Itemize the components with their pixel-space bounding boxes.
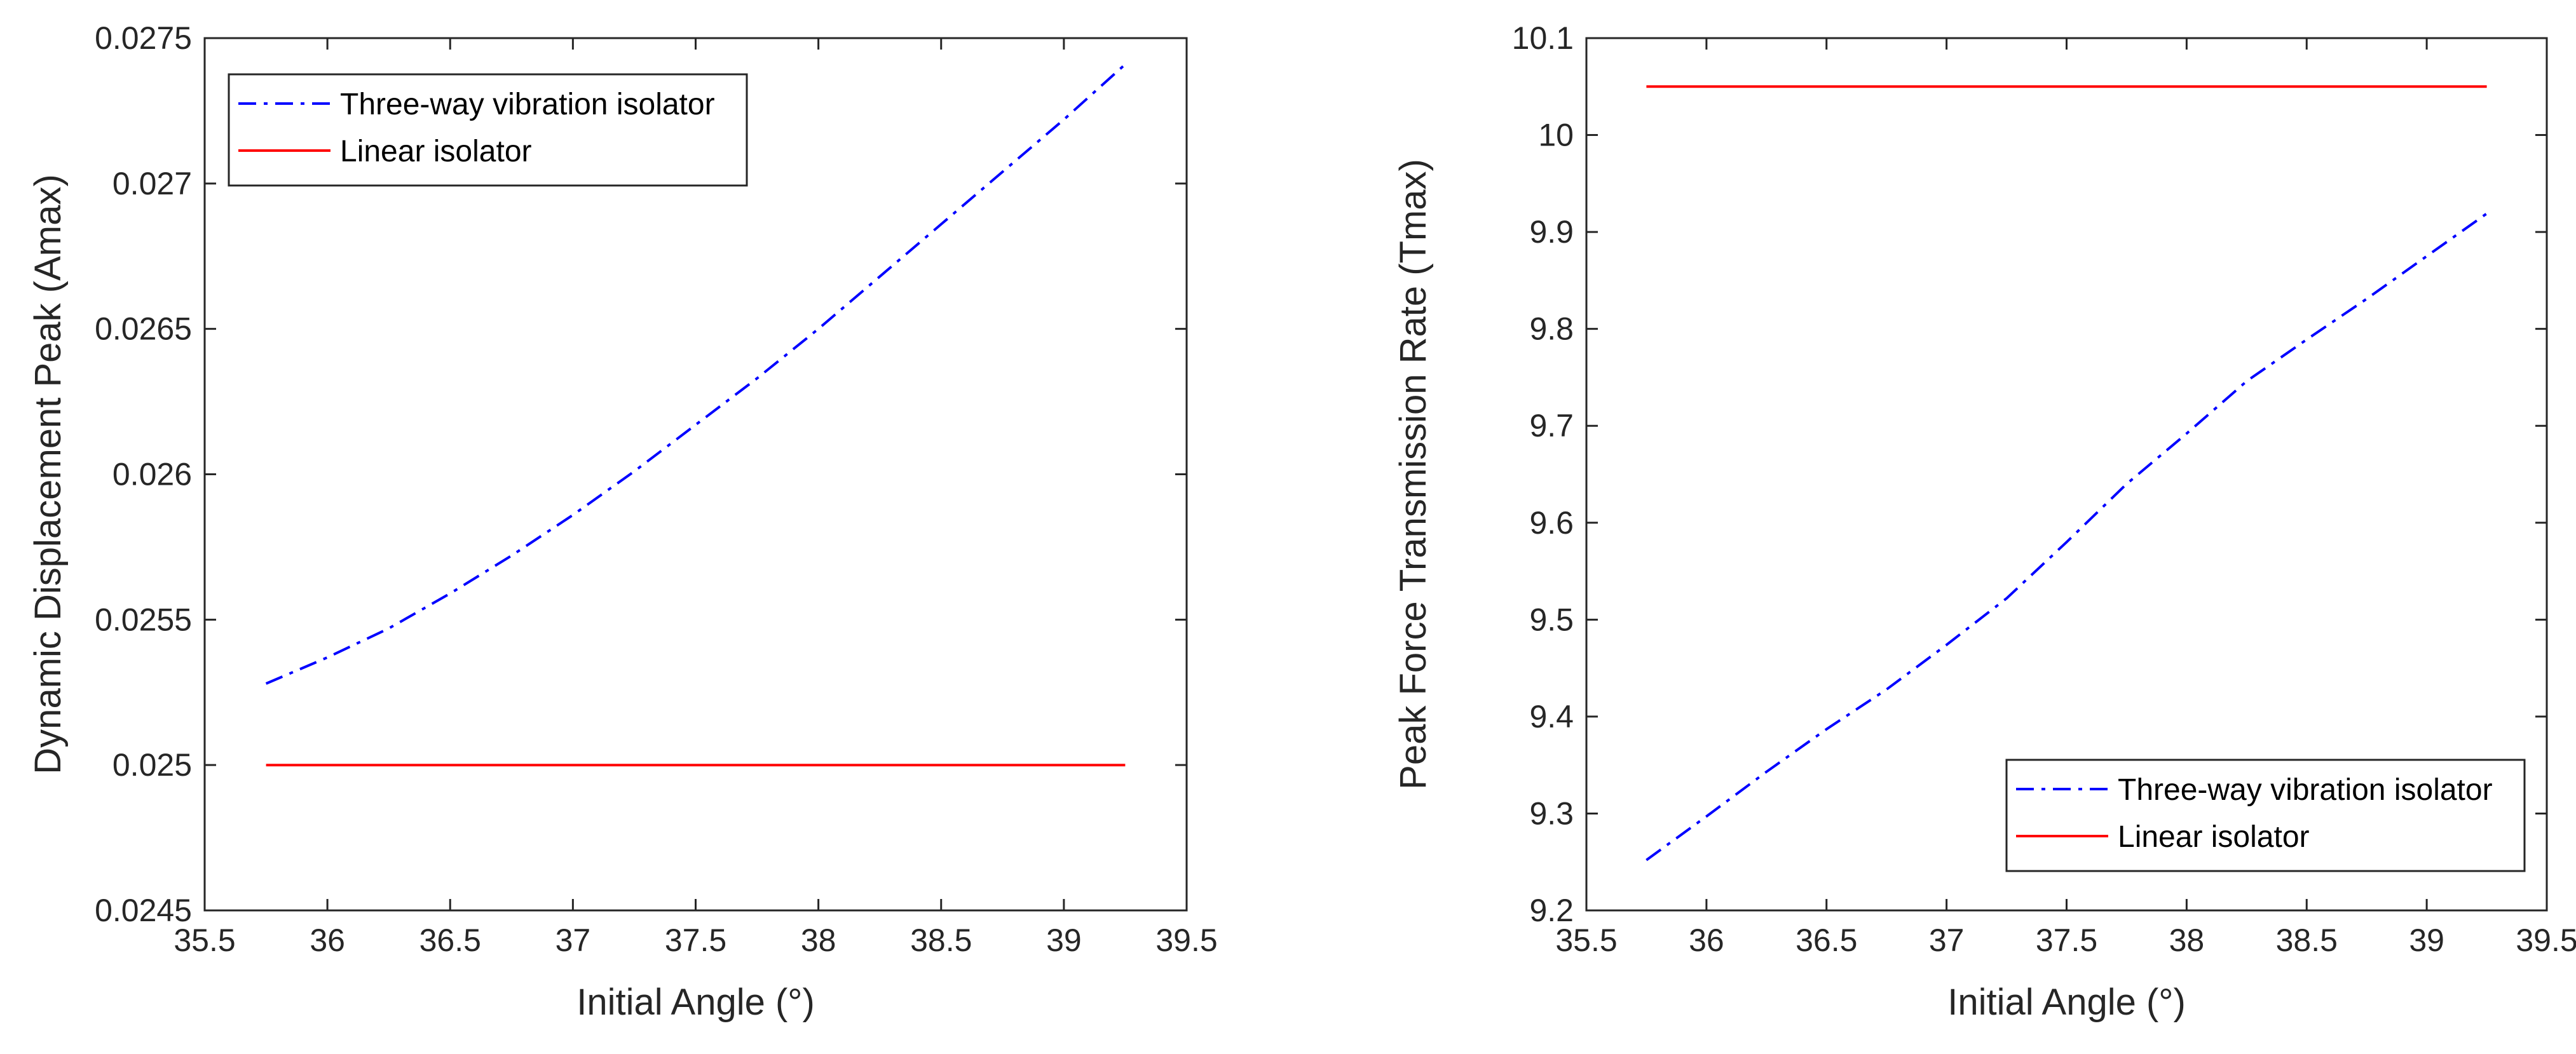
x-tick-label: 36	[310, 922, 345, 958]
x-tick-label: 39	[1046, 922, 1082, 958]
y-tick-label: 0.0275	[95, 20, 192, 56]
y-tick-label: 10	[1538, 118, 1574, 153]
y-tick-label: 9.9	[1529, 214, 1574, 250]
y-tick-label: 0.026	[112, 457, 192, 492]
x-tick-label: 36	[1689, 922, 1724, 958]
legend-label: Linear isolator	[2118, 820, 2310, 854]
x-tick-label: 37	[1929, 922, 1965, 958]
y-tick-label: 9.6	[1529, 505, 1574, 541]
x-tick-label: 38.5	[2276, 922, 2338, 958]
legend-label: Linear isolator	[340, 135, 532, 168]
y-tick-label: 9.8	[1529, 311, 1574, 347]
x-tick-label: 37	[555, 922, 591, 958]
y-tick-label: 0.0265	[95, 311, 192, 347]
legend: Three-way vibration isolator Linear isola…	[2005, 759, 2526, 872]
y-tick-label: 0.0255	[95, 602, 192, 637]
y-tick-label: 0.027	[112, 166, 192, 201]
x-tick-label: 37.5	[665, 922, 726, 958]
legend-box	[228, 73, 748, 187]
right-chart-panel: 35.5 36 36.5 37 37.5 38 38.5 39 39.5 9.2 9.3 9.4 9.5…	[1393, 20, 2576, 1023]
y-axis-title: Peak Force Transmission Rate (Tmax)	[1393, 159, 1434, 790]
legend-box	[2005, 759, 2526, 872]
x-tick-label: 36.5	[1796, 922, 1857, 958]
x-axis-title: Initial Angle (°)	[1947, 982, 2186, 1023]
y-tick-label: 9.2	[1529, 893, 1574, 928]
x-tick-label: 35.5	[1555, 922, 1617, 958]
y-tick-label: 0.025	[112, 747, 192, 783]
series-line-three-way-isolator	[1646, 212, 2488, 861]
x-tick-label: 38	[2169, 922, 2205, 958]
legend: Three-way vibration isolator Linear isola…	[228, 73, 748, 187]
x-tick-label: 39.5	[2516, 922, 2576, 958]
x-tick-label: 35.5	[174, 922, 235, 958]
y-tick-label: 9.3	[1529, 795, 1574, 831]
y-tick-label: 9.5	[1529, 602, 1574, 637]
y-tick-label: 0.0245	[95, 893, 192, 928]
y-tick-label: 10.1	[1512, 20, 1574, 56]
legend-label: Three-way vibration isolator	[340, 88, 715, 121]
x-tick-label: 38	[801, 922, 836, 958]
y-tick-label: 9.7	[1529, 408, 1574, 443]
x-axis-title: Initial Angle (°)	[576, 982, 815, 1023]
series-line-three-way-isolator	[265, 63, 1126, 685]
x-tick-label: 39.5	[1155, 922, 1217, 958]
x-tick-label: 38.5	[910, 922, 972, 958]
x-tick-label: 39	[2409, 922, 2444, 958]
left-chart-panel: 35.5 36 36.5 37 37.5 38 38.5 39 39.5 0.0245 0.025 0…	[27, 20, 1218, 1023]
y-axis-title: Dynamic Displacement Peak (Amax)	[27, 174, 69, 774]
x-tick-label: 36.5	[419, 922, 481, 958]
legend-label: Three-way vibration isolator	[2118, 773, 2493, 807]
x-tick-label: 37.5	[2036, 922, 2097, 958]
y-tick-label: 9.4	[1529, 699, 1574, 734]
